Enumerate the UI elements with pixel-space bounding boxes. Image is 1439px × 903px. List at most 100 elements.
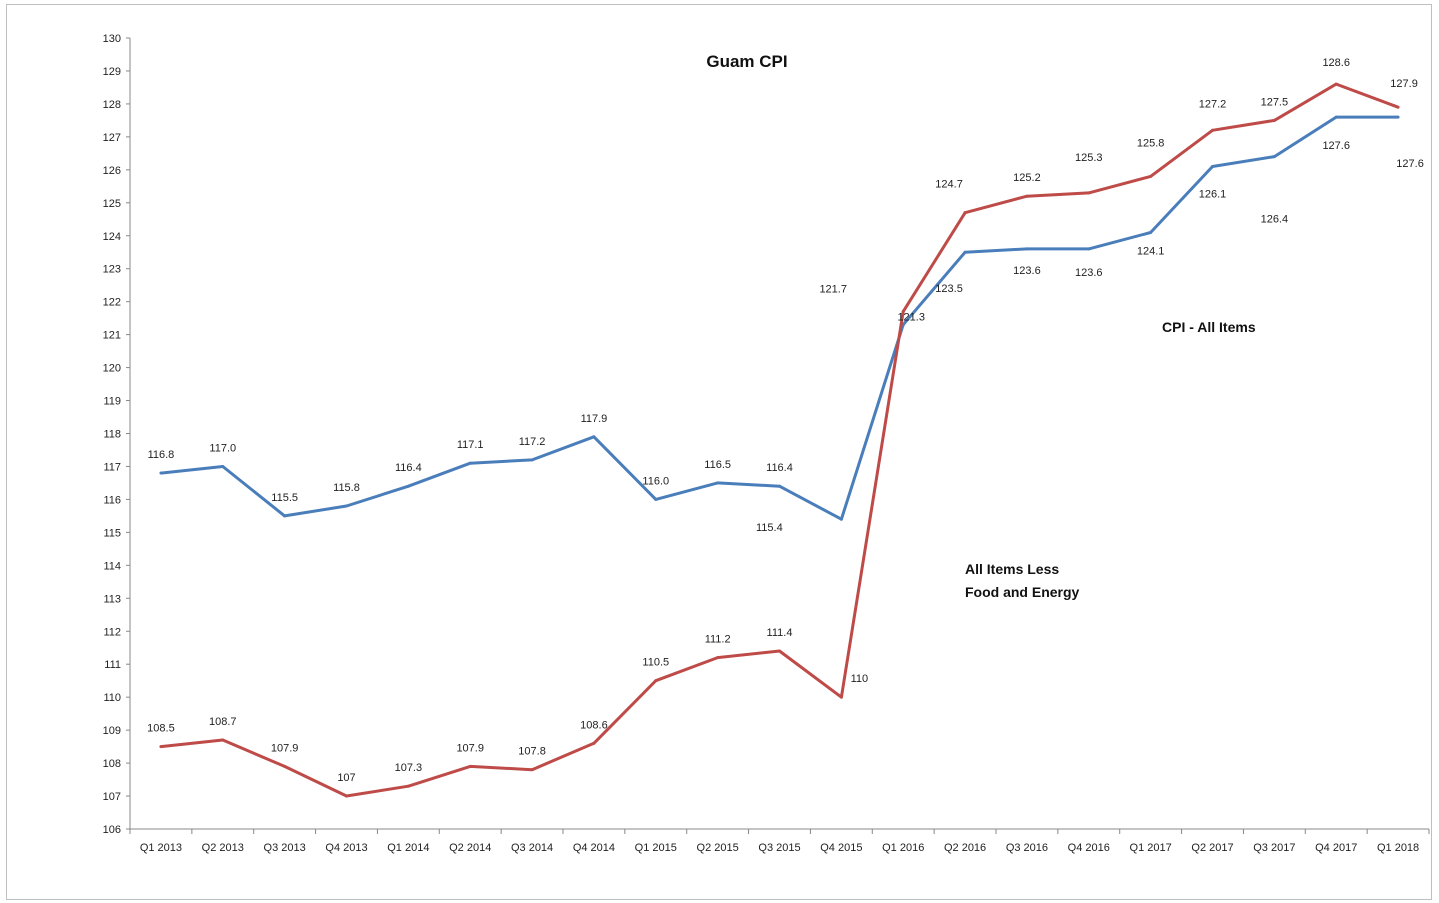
x-tick-label: Q3 2013 bbox=[264, 842, 306, 854]
data-point bbox=[1396, 105, 1400, 109]
data-label: 124.7 bbox=[935, 179, 963, 191]
data-point bbox=[778, 484, 781, 488]
x-tick-label: Q3 2015 bbox=[758, 842, 800, 854]
x-tick-label: Q2 2017 bbox=[1191, 842, 1233, 854]
data-label: 115.4 bbox=[756, 522, 783, 534]
data-label: 116.0 bbox=[642, 475, 669, 487]
y-tick-label: 107 bbox=[103, 791, 121, 803]
data-label: 110 bbox=[851, 673, 869, 685]
y-tick-label: 128 bbox=[103, 99, 121, 111]
data-point bbox=[963, 211, 967, 215]
data-point bbox=[1334, 115, 1338, 119]
data-point bbox=[901, 310, 905, 314]
x-tick-label: Q2 2016 bbox=[944, 842, 986, 854]
data-point bbox=[1211, 165, 1214, 169]
data-point bbox=[530, 768, 534, 772]
x-tick-label: Q3 2017 bbox=[1253, 842, 1295, 854]
data-point bbox=[530, 458, 534, 462]
data-point bbox=[1211, 128, 1214, 132]
x-tick-label: Q1 2015 bbox=[635, 842, 677, 854]
data-label: 116.8 bbox=[148, 449, 175, 461]
y-tick-label: 114 bbox=[103, 560, 121, 572]
y-tick-label: 111 bbox=[104, 659, 121, 671]
data-label: 107.9 bbox=[456, 742, 484, 754]
data-label: 121.3 bbox=[897, 312, 925, 324]
y-tick-label: 129 bbox=[103, 66, 121, 78]
data-point bbox=[654, 679, 658, 683]
data-point bbox=[159, 745, 163, 749]
data-label: 116.4 bbox=[766, 462, 793, 474]
data-label: 125.8 bbox=[1137, 137, 1165, 149]
data-label: 125.3 bbox=[1075, 152, 1103, 164]
y-tick-label: 113 bbox=[103, 593, 121, 605]
data-point bbox=[221, 738, 225, 742]
data-label: 127.5 bbox=[1261, 96, 1289, 108]
data-point bbox=[1149, 174, 1153, 178]
data-point bbox=[1149, 230, 1153, 234]
y-tick-label: 123 bbox=[103, 264, 121, 276]
data-label: 107.8 bbox=[518, 746, 546, 758]
data-point bbox=[406, 484, 410, 488]
annotation-less-food-energy-line1: All Items Less bbox=[965, 561, 1059, 577]
data-label: 108.7 bbox=[209, 716, 237, 728]
y-tick-label: 121 bbox=[103, 330, 121, 342]
data-label: 121.7 bbox=[819, 284, 847, 296]
y-tick-label: 126 bbox=[103, 165, 121, 177]
data-point bbox=[221, 464, 225, 468]
y-tick-label: 124 bbox=[103, 231, 121, 243]
data-point bbox=[159, 471, 163, 475]
data-point bbox=[778, 649, 781, 653]
data-point bbox=[1396, 115, 1400, 119]
series-lines bbox=[159, 82, 1400, 798]
data-label: 127.2 bbox=[1199, 98, 1227, 110]
annotation-less-food-energy-line2: Food and Energy bbox=[965, 584, 1080, 600]
data-label: 126.4 bbox=[1261, 214, 1289, 226]
x-tick-label: Q3 2016 bbox=[1006, 842, 1048, 854]
data-point bbox=[1087, 247, 1091, 251]
data-label: 127.9 bbox=[1390, 78, 1418, 90]
data-point bbox=[406, 784, 410, 788]
line-chart: Guam CPI 1061071081091101111121131141151… bbox=[103, 33, 1430, 854]
data-label: 124.1 bbox=[1137, 245, 1165, 257]
data-point bbox=[345, 794, 348, 798]
data-point bbox=[468, 461, 472, 465]
data-label: 125.2 bbox=[1013, 172, 1041, 184]
data-point bbox=[654, 497, 658, 501]
y-tick-label: 118 bbox=[103, 429, 121, 441]
data-label: 111.2 bbox=[705, 634, 731, 646]
data-label: 123.6 bbox=[1075, 267, 1103, 279]
data-label: 123.5 bbox=[935, 283, 963, 295]
data-label: 107 bbox=[337, 772, 355, 784]
data-label: 117.0 bbox=[209, 442, 236, 454]
data-label: 107.9 bbox=[271, 742, 299, 754]
x-tick-label: Q1 2017 bbox=[1130, 842, 1172, 854]
data-point bbox=[716, 656, 720, 660]
data-point bbox=[283, 514, 287, 518]
y-tick-label: 120 bbox=[103, 363, 121, 375]
x-tick-label: Q2 2013 bbox=[202, 842, 244, 854]
data-label: 116.5 bbox=[704, 459, 731, 471]
y-tick-label: 122 bbox=[103, 297, 121, 309]
data-label: 117.2 bbox=[519, 436, 546, 448]
data-label: 111.4 bbox=[767, 627, 793, 639]
data-point bbox=[1272, 155, 1276, 159]
data-label: 117.9 bbox=[581, 413, 608, 425]
annotation-cpi-all-items: CPI - All Items bbox=[1162, 319, 1256, 335]
chart-frame: Guam CPI 106 107 108 109 110 111 112 113 114 115 1… bbox=[6, 4, 1432, 900]
y-tick-label: 130 bbox=[103, 33, 121, 45]
data-point bbox=[345, 504, 348, 508]
data-label: 108.6 bbox=[580, 719, 608, 731]
chart-title: Guam CPI bbox=[706, 52, 787, 71]
data-point bbox=[1025, 247, 1029, 251]
data-label: 117.1 bbox=[457, 439, 484, 451]
y-tick-label: 109 bbox=[103, 725, 121, 737]
y-tick-label: 112 bbox=[103, 626, 121, 638]
data-label: 115.5 bbox=[271, 492, 298, 504]
x-tick-label: Q1 2013 bbox=[140, 842, 182, 854]
x-tick-label: Q4 2017 bbox=[1315, 842, 1357, 854]
data-point bbox=[1334, 82, 1338, 86]
data-labels: 116.8 117.0 115.5 115.8 116.4 117.1 117.2 117.9… bbox=[147, 57, 1424, 784]
x-tick-label: Q4 2014 bbox=[573, 842, 615, 854]
data-label: 123.6 bbox=[1013, 265, 1041, 277]
data-label: 115.8 bbox=[333, 482, 360, 494]
